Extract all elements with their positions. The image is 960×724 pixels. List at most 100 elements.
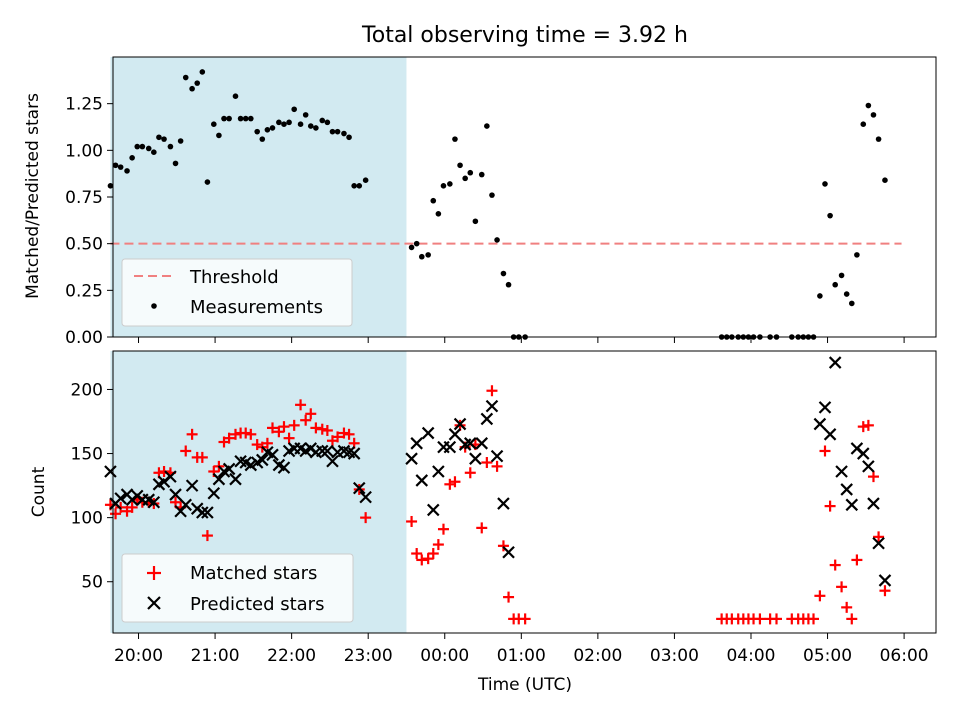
measurement-point: [832, 281, 838, 288]
matched-star-point: [245, 428, 257, 440]
matched-star-point: [427, 548, 439, 560]
predicted-star-point: [256, 453, 269, 467]
x-stroke-b: [878, 574, 892, 587]
x-stroke-b: [294, 442, 307, 455]
x-stroke-b: [410, 437, 423, 450]
x-stroke-b: [415, 474, 429, 487]
measurement-point: [107, 183, 114, 189]
matched-star-point: [332, 431, 344, 443]
measurement-point: [124, 168, 130, 174]
matched-star-point: [481, 457, 493, 469]
x-stroke-b: [326, 454, 339, 468]
matched-star-point: [814, 590, 826, 602]
chart-title: Total observing time = 3.92 h: [361, 23, 688, 48]
x-stroke-b: [485, 399, 499, 413]
measurement-point: [457, 162, 463, 169]
predicted-star-point: [352, 481, 366, 495]
matched-star-point: [422, 553, 434, 565]
matched-star-point: [846, 613, 858, 625]
matched-star-point: [497, 540, 509, 552]
predicted-star-point: [104, 465, 117, 478]
x-stroke-b: [856, 447, 870, 460]
x-stroke-b: [872, 536, 885, 550]
x-stroke-b: [256, 453, 269, 467]
matched-star-point: [771, 613, 783, 625]
measurement-point: [440, 183, 447, 189]
measurement-point: [129, 155, 135, 161]
measurement-point: [452, 136, 458, 142]
x-stroke-b: [850, 442, 864, 455]
x-stroke-b: [448, 428, 462, 441]
top-panel-frame: [112, 56, 937, 338]
matched-star-point: [503, 591, 515, 603]
x-stroke-b: [201, 506, 214, 519]
measurement-point: [134, 143, 141, 150]
matched-star-point: [432, 539, 444, 551]
matched-star-point: [310, 422, 322, 434]
matched-star-point: [841, 601, 853, 613]
x-stroke-b: [266, 448, 279, 462]
measurement-point: [216, 132, 222, 139]
predicted-star-point: [405, 452, 418, 465]
x-stroke-b: [207, 487, 221, 500]
matched-star-point: [879, 585, 891, 597]
predicted-star-point: [872, 536, 885, 550]
top-panel-legend: Threshold Measurements: [121, 258, 353, 327]
matched-star-point: [316, 423, 328, 435]
measurement-point: [334, 128, 341, 135]
predicted-star-point: [463, 437, 477, 450]
x-stroke-b: [432, 465, 445, 478]
x-stroke-b: [104, 465, 117, 478]
matched-star-point: [223, 432, 235, 444]
matched-star-point: [295, 399, 307, 411]
x-stroke-b: [502, 545, 515, 559]
x-stroke-b: [818, 401, 832, 414]
measurement-point: [346, 134, 352, 141]
measurement-point: [341, 130, 347, 137]
x-stroke-b: [234, 454, 247, 468]
x-stroke-b: [277, 461, 291, 474]
x-stroke-b: [828, 356, 842, 369]
x-tick-label: 22:00: [267, 646, 316, 666]
measurement-point: [204, 179, 211, 185]
measurement-point: [172, 160, 179, 167]
measurement-point: [467, 169, 474, 176]
measurement-point: [860, 121, 867, 127]
legend-measurements-label: Measurements: [190, 297, 323, 318]
matched-star-point: [229, 428, 241, 440]
matched-star-point: [411, 548, 423, 560]
x-stroke-b: [142, 493, 156, 506]
predicted-star-point: [497, 497, 510, 510]
top-y-tick-label: 1.00: [65, 141, 103, 161]
matched-star-point: [824, 500, 836, 512]
x-tick-label: 05:00: [803, 646, 852, 666]
bottom-panel-frame: [112, 350, 937, 634]
ratio-panel: 0.00 0.25 0.50 0.75 1.00 1.25 Total observing…: [23, 23, 937, 348]
predicted-star-point: [502, 545, 515, 559]
predicted-star-point: [448, 428, 462, 441]
measurement-point: [478, 171, 485, 178]
measurement-point: [319, 117, 326, 124]
measurement-point: [242, 115, 249, 122]
x-tick-label: 03:00: [650, 646, 699, 666]
x-tick-label: 04:00: [726, 646, 775, 666]
measurement-point: [413, 240, 420, 247]
measurement-point: [156, 134, 162, 141]
bottom-panel-y-ticks: 50 100 150 200: [71, 380, 113, 593]
measurement-points: [107, 69, 888, 340]
measurement-point: [843, 291, 850, 297]
x-stroke-b: [321, 444, 334, 458]
matched-star-point: [196, 451, 208, 463]
matched-star-point: [862, 419, 874, 431]
matched-star-point: [754, 613, 766, 625]
measurement-point: [817, 293, 823, 299]
measurement-point: [199, 69, 206, 75]
predicted-star-point: [277, 461, 291, 474]
matched-star-point: [186, 428, 198, 440]
predicted-star-point: [856, 447, 870, 460]
x-stroke-b: [114, 492, 127, 505]
measurement-point: [151, 149, 157, 155]
x-stroke-b: [169, 488, 182, 501]
measurement-point: [189, 85, 195, 92]
